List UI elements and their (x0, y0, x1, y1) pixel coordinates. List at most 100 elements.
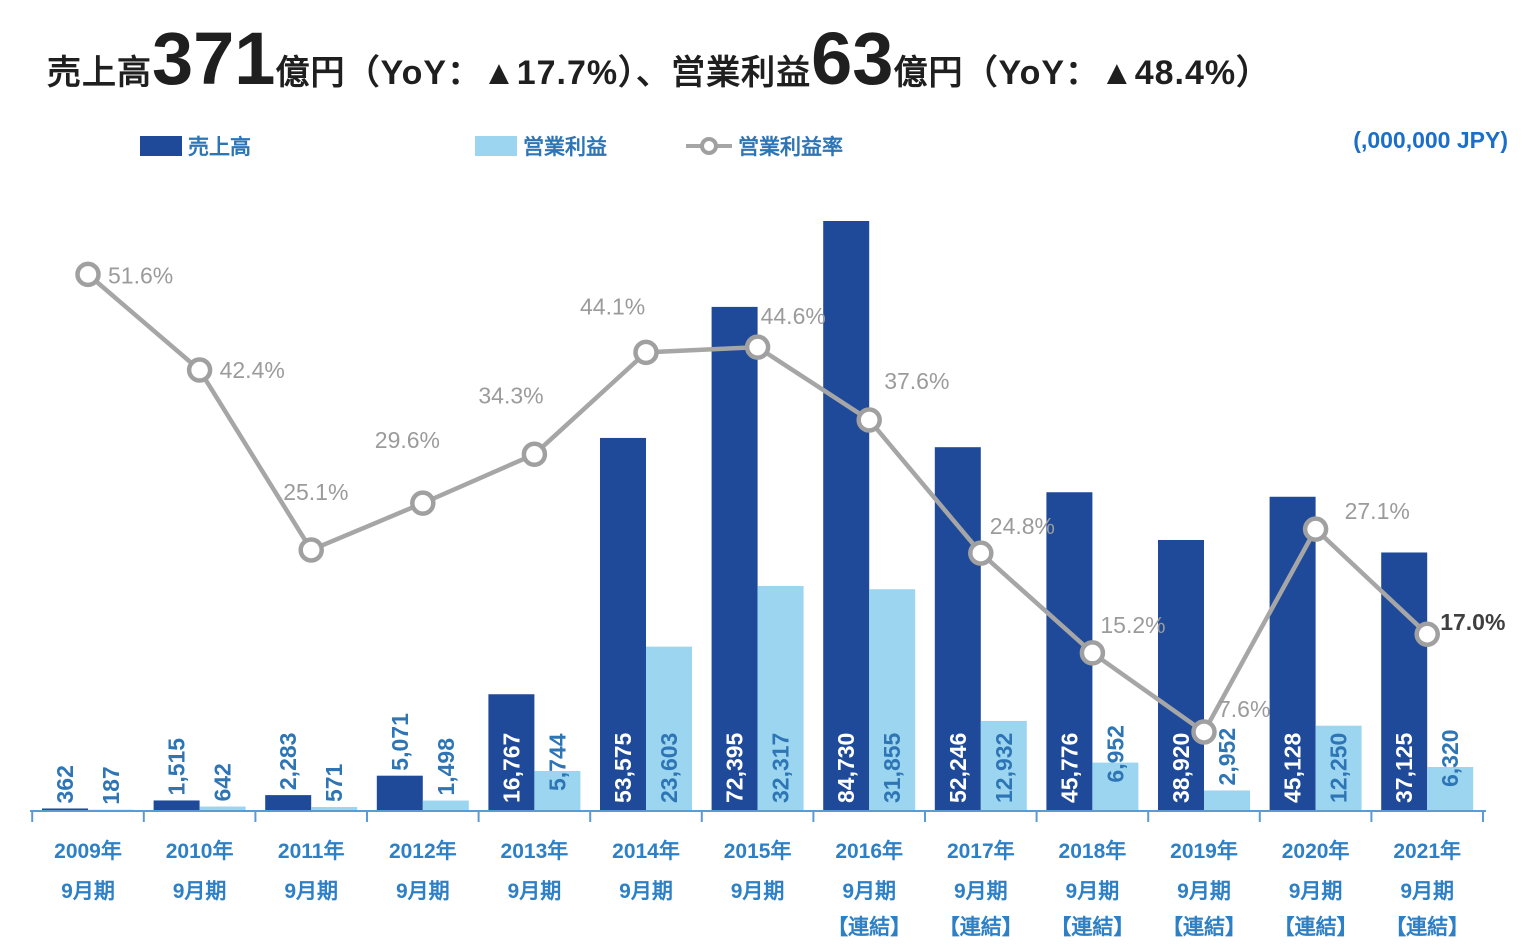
rate-marker-4 (521, 441, 548, 468)
bar-sales-4 (488, 694, 535, 811)
value-label-sales-3: 5,071 (387, 713, 413, 771)
x-label-period-5: 9月期 (619, 880, 673, 903)
rate-value-label-4: 34.3% (478, 382, 543, 408)
bar-profit-8 (980, 720, 1027, 811)
rate-value-label-12: 17.0% (1440, 609, 1505, 635)
rate-value-label-10: 7.6% (1218, 696, 1270, 722)
value-label-sales-8: 52,246 (945, 733, 971, 803)
rate-value-label-7: 37.6% (884, 368, 949, 394)
value-label-sales-6: 72,395 (722, 732, 748, 803)
rate-value-label-5: 44.1% (580, 293, 645, 319)
rate-marker-5 (633, 339, 659, 366)
x-label-year-1: 2010年 (166, 839, 234, 863)
x-label-period-3: 9月期 (396, 880, 450, 903)
x-label-period-6: 9月期 (731, 880, 785, 903)
legend: 売上高 営業利益 営業利益率 (0, 131, 1522, 165)
rate-marker-12 (1414, 621, 1440, 647)
page-title: 売上高 371 億円（YoY：▲17.7%）、 営業利益 63 億円（YoY：▲… (47, 22, 1271, 96)
bar-sales-0 (42, 808, 88, 811)
legend-label-profit: 営業利益 (523, 136, 607, 159)
value-label-sales-12: 37,125 (1391, 732, 1417, 803)
rate-value-label-8: 24.8% (990, 513, 1055, 539)
bar-profit-3 (422, 800, 469, 811)
rate-marker-1 (186, 357, 213, 383)
value-label-profit-10: 2,952 (1214, 728, 1240, 786)
x-label-period-8: 9月期 (954, 880, 1008, 903)
x-label-period-12: 9月期 (1400, 880, 1454, 903)
x-label-year-10: 2019年 (1170, 839, 1238, 863)
bar-profit-6 (757, 585, 804, 811)
value-label-profit-5: 23,603 (656, 733, 682, 803)
bar-profit-12 (1427, 766, 1474, 811)
bar-sales-3 (376, 775, 423, 811)
bar-sales-7 (823, 221, 870, 811)
value-label-profit-3: 1,498 (433, 738, 459, 796)
bar-profit-2 (311, 807, 358, 811)
x-label-year-5: 2014年 (612, 839, 680, 863)
bar-sales-1 (153, 800, 200, 811)
x-label-year-11: 2020年 (1282, 839, 1350, 863)
x-label-year-6: 2015年 (724, 839, 792, 863)
value-label-sales-7: 84,730 (833, 733, 859, 803)
x-label-year-7: 2016年 (835, 839, 903, 863)
value-label-sales-10: 38,920 (1168, 733, 1194, 803)
title-sales-amount: 371 (152, 17, 276, 100)
rate-marker-8 (968, 540, 994, 566)
x-label-note-7: 【連結】 (827, 915, 911, 939)
value-label-profit-1: 642 (210, 763, 236, 801)
rate-value-label-6: 44.6% (761, 303, 826, 329)
x-label-year-0: 2009年 (54, 839, 122, 863)
bar-sales-10 (1158, 539, 1204, 811)
x-label-year-9: 2018年 (1059, 839, 1127, 863)
x-label-period-4: 9月期 (508, 880, 562, 903)
rate-marker-3 (410, 490, 436, 516)
sales-swatch-icon (140, 136, 182, 156)
bar-sales-6 (711, 306, 758, 811)
value-label-sales-5: 53,575 (610, 732, 636, 803)
x-label-year-2: 2011年 (278, 839, 345, 863)
x-label-period-7: 9月期 (842, 880, 896, 903)
rate-marker-6 (744, 334, 771, 360)
x-label-period-2: 9月期 (284, 880, 338, 903)
value-label-profit-9: 6,952 (1102, 725, 1128, 783)
x-label-note-11: 【連結】 (1274, 915, 1358, 939)
x-label-period-1: 9月期 (173, 880, 227, 903)
title-profit-yoy: 億円（YoY：▲48.4%） (893, 54, 1272, 92)
bar-profit-10 (1204, 790, 1250, 811)
rate-marker-2 (298, 537, 324, 563)
value-label-sales-2: 2,283 (275, 733, 301, 791)
legend-item-profit: 営業利益 (475, 131, 607, 161)
rate-marker-11 (1302, 516, 1329, 542)
value-label-profit-12: 6,320 (1437, 729, 1463, 787)
x-label-period-11: 9月期 (1289, 880, 1343, 903)
rate-value-label-1: 42.4% (220, 357, 285, 383)
rate-marker-9 (1079, 640, 1106, 666)
value-label-sales-1: 1,515 (164, 738, 190, 796)
bar-sales-5 (600, 437, 646, 811)
rate-value-label-3: 29.6% (375, 427, 440, 453)
rate-value-label-9: 15.2% (1100, 612, 1165, 638)
x-label-note-10: 【連結】 (1162, 915, 1246, 939)
rate-marker-7 (856, 407, 882, 433)
title-profit-amount: 63 (811, 17, 894, 100)
title-sales-yoy: 億円（YoY：▲17.7%）、 (275, 54, 672, 92)
title-sales-prefix: 売上高 (47, 54, 152, 92)
profit-swatch-icon (475, 136, 517, 156)
rate-marker-0 (75, 261, 101, 288)
rate-value-label-0: 51.6% (108, 262, 173, 288)
x-label-year-3: 2012年 (389, 839, 457, 863)
legend-label-sales: 売上高 (188, 136, 251, 159)
value-label-profit-8: 12,932 (991, 733, 1017, 803)
x-label-period-9: 9月期 (1066, 880, 1120, 903)
bar-profit-7 (869, 589, 916, 811)
x-label-note-9: 【連結】 (1050, 915, 1134, 939)
value-label-profit-7: 31,855 (879, 732, 905, 803)
value-label-profit-2: 571 (321, 763, 347, 802)
value-label-profit-4: 5,744 (544, 733, 570, 791)
value-label-profit-6: 32,317 (768, 733, 794, 803)
bar-profit-5 (646, 646, 692, 811)
legend-label-rate: 営業利益率 (738, 136, 843, 159)
legend-item-rate: 営業利益率 (686, 131, 843, 161)
rate-line-marker-icon (686, 136, 732, 156)
